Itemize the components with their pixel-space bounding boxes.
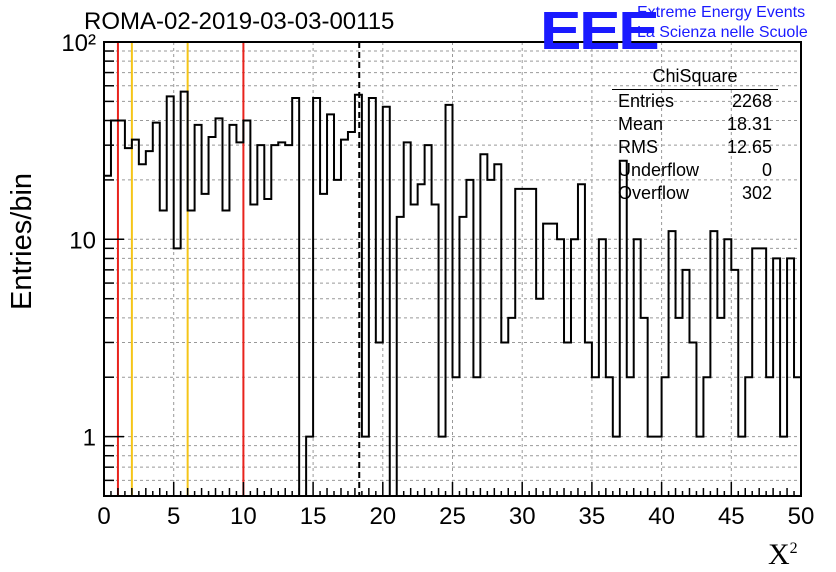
x-tick-label: 50	[788, 503, 815, 530]
stats-row: Underflow 0	[618, 160, 772, 180]
x-tick-label: 5	[167, 503, 180, 530]
y-tick-label: 10	[69, 227, 96, 254]
chart-title: ROMA-02-2019-03-03-00115	[84, 8, 395, 35]
y-tick-label: 1	[83, 425, 96, 452]
x-tick-label: 35	[579, 503, 606, 530]
logo-subtitle-2: La Scienza nelle Scuole	[637, 24, 808, 41]
stats-title: ChiSquare	[612, 66, 778, 90]
stats-row: Overflow 302	[618, 183, 772, 203]
x-axis: 0 5 10 15 20 25 30 35 40 45 50	[97, 482, 814, 530]
x-tick-label: 40	[648, 503, 675, 530]
reference-lines	[116, 42, 361, 496]
histogram-series	[104, 90, 801, 496]
x-axis-label: X2	[768, 538, 798, 571]
x-tick-label: 45	[718, 503, 745, 530]
stats-row: Entries 2268	[618, 91, 772, 111]
x-tick-label: 30	[509, 503, 536, 530]
x-tick-label: 15	[300, 503, 327, 530]
x-tick-label: 10	[230, 503, 257, 530]
y-axis: 1 10 10²	[61, 30, 124, 482]
eee-logo: EEE	[540, 1, 660, 61]
y-tick-label: 10²	[61, 30, 96, 57]
x-tick-label: 20	[369, 503, 396, 530]
x-tick-label: 0	[97, 503, 110, 530]
stats-row: Mean 18.31	[618, 114, 772, 134]
stats-row: RMS 12.65	[618, 137, 772, 157]
x-tick-label: 25	[439, 503, 466, 530]
logo-subtitle-1: Extreme Energy Events	[637, 4, 806, 21]
stats-box: ChiSquare Entries 2268 Mean 18.31 RMS 12.65…	[612, 66, 778, 205]
